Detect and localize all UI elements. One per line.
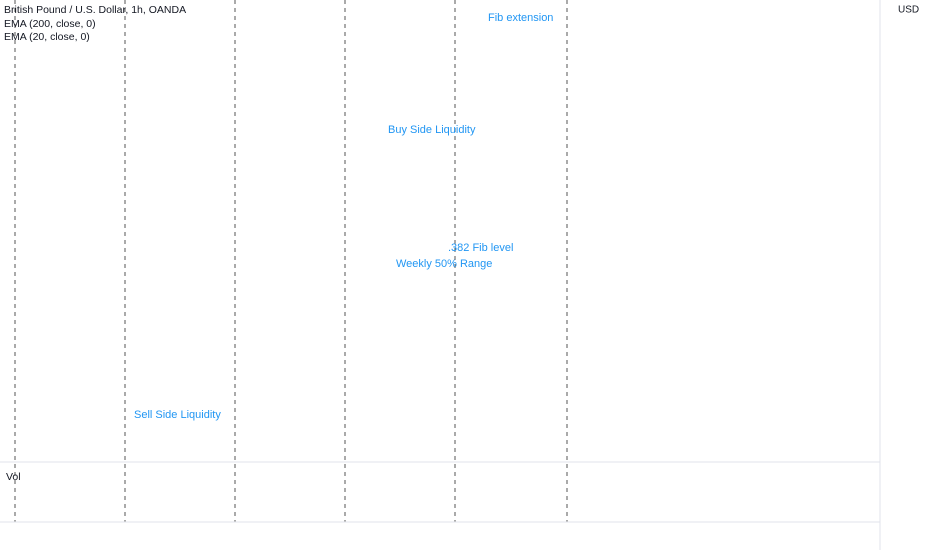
session-breaks bbox=[14, 0, 568, 522]
currency-label: USD bbox=[898, 5, 919, 16]
annotation: Weekly 50% Range bbox=[396, 258, 492, 270]
chart-title: British Pound / U.S. Dollar, 1h, OANDA bbox=[4, 4, 186, 16]
volume-label: Vol bbox=[6, 471, 21, 483]
indicator-label: EMA (200, close, 0) bbox=[4, 18, 96, 30]
price-axis-bg bbox=[880, 0, 932, 550]
indicator-label: EMA (20, close, 0) bbox=[4, 31, 90, 43]
zone-label: Buy Side Liquidity bbox=[388, 124, 476, 136]
annotation: Fib extension bbox=[488, 12, 553, 24]
zone-label: Sell Side Liquidity bbox=[134, 409, 221, 421]
annotation: .382 Fib level bbox=[448, 242, 513, 254]
